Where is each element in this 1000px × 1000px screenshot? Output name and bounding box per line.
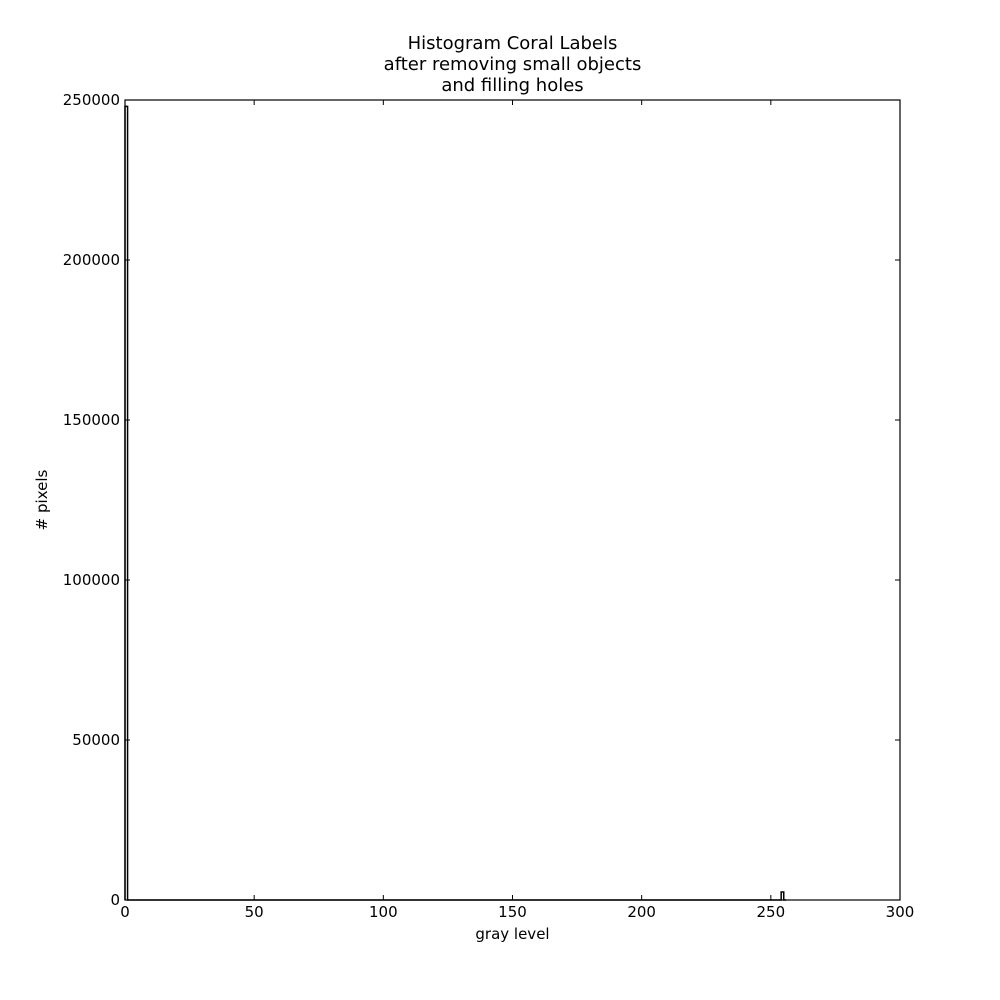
y-tick-label: 50000 [72, 731, 120, 749]
chart-title-line: and filling holes [441, 75, 583, 96]
chart-title-line: after removing small objects [384, 54, 642, 75]
x-tick-label: 0 [120, 903, 130, 921]
x-tick-label: 250 [757, 903, 786, 921]
x-tick-label: 100 [369, 903, 398, 921]
y-tick-label: 100000 [63, 571, 120, 589]
y-tick-label: 250000 [63, 91, 120, 109]
y-tick-label: 150000 [63, 411, 120, 429]
y-tick-label: 0 [110, 891, 120, 909]
x-tick-label: 300 [886, 903, 915, 921]
histogram-line [124, 105, 787, 901]
x-tick-label: 50 [245, 903, 264, 921]
axes-frame [124, 99, 901, 901]
plot-area: 0 50 100 150 200 250 300 0 50000 100000 150000 200… [63, 91, 915, 921]
y-axis-ticks: 0 50000 100000 150000 200000 250000 [63, 91, 900, 909]
series-group [124, 105, 787, 901]
x-axis-label: gray level [475, 925, 549, 943]
x-axis-ticks: 0 50 100 150 200 250 300 [120, 100, 914, 921]
y-axis-label: # pixels [33, 469, 51, 530]
x-tick-label: 150 [498, 903, 527, 921]
chart-title-line: Histogram Coral Labels [408, 33, 618, 54]
x-tick-label: 200 [627, 903, 656, 921]
y-tick-label: 200000 [63, 251, 120, 269]
